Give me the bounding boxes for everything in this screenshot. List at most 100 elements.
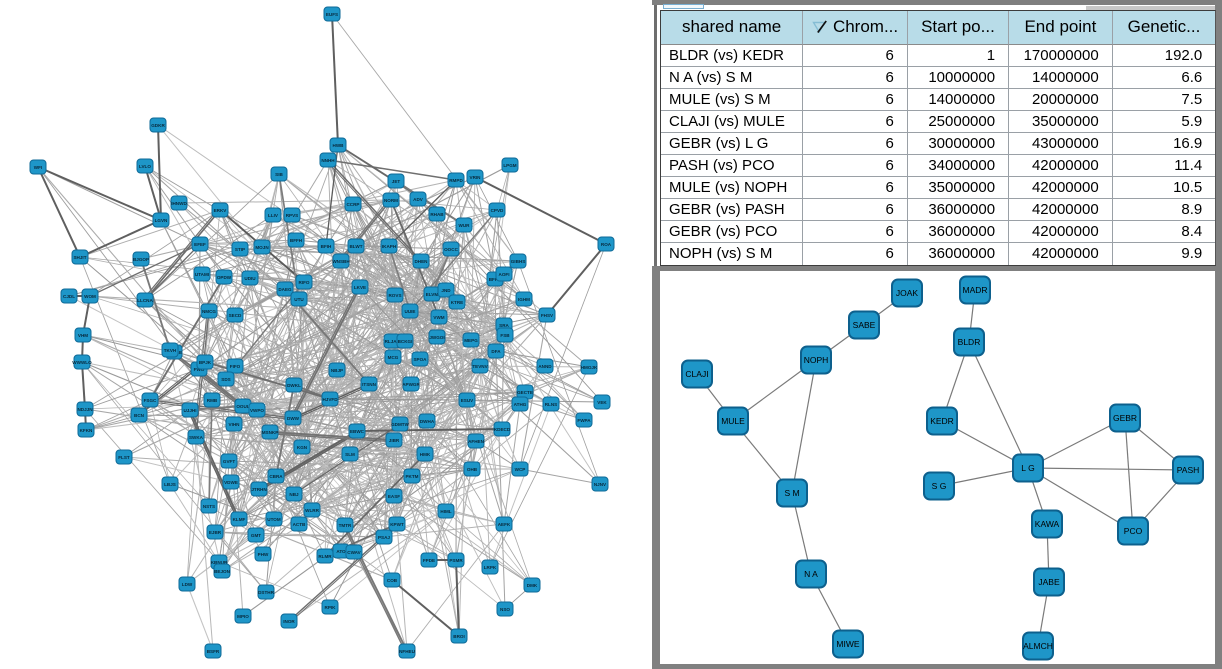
svg-text:BFFH: BFFH [290, 238, 303, 243]
svg-text:MPIO: MPIO [237, 614, 249, 619]
svg-text:RPVS: RPVS [286, 213, 299, 218]
svg-text:VRIN: VRIN [470, 175, 482, 180]
svg-text:ACTB: ACTB [293, 522, 306, 527]
svg-text:KEDR: KEDR [930, 416, 954, 426]
svg-text:CJDL: CJDL [63, 294, 75, 299]
svg-text:PSAJ: PSAJ [378, 535, 390, 540]
svg-text:SPOA: SPOA [413, 357, 427, 362]
svg-text:BEJON: BEJON [214, 569, 231, 574]
svg-text:TEVNV: TEVNV [472, 364, 488, 369]
svg-text:CCRP: CCRP [346, 202, 359, 207]
svg-text:HJVFD: HJVFD [322, 397, 338, 402]
svg-text:AOFI: AOFI [499, 272, 510, 277]
svg-text:SABE: SABE [853, 320, 876, 330]
svg-text:WLRR: WLRR [305, 508, 319, 513]
svg-text:S G: S G [932, 481, 947, 491]
svg-text:BFPB: BFPB [489, 277, 502, 282]
svg-text:LPGM: LPGM [503, 163, 516, 168]
svg-text:KLMF: KLMF [233, 517, 246, 522]
svg-text:SECD: SECD [229, 313, 242, 318]
svg-text:MCG: MCG [388, 355, 399, 360]
svg-text:JND: JND [441, 288, 451, 293]
svg-text:DHEN: DHEN [414, 259, 428, 264]
svg-text:FSGC: FSGC [144, 398, 157, 403]
svg-text:FHSV: FHSV [541, 313, 554, 318]
svg-text:INOR: INOR [283, 619, 295, 624]
svg-text:SHJIT: SHJIT [73, 255, 86, 260]
svg-text:MADR: MADR [962, 285, 987, 295]
svg-text:MULE: MULE [721, 416, 745, 426]
svg-text:NSTS: NSTS [203, 504, 215, 509]
svg-text:DFA: DFA [491, 349, 501, 354]
svg-text:LGVN: LGVN [155, 218, 168, 223]
svg-text:ITSNN: ITSNN [362, 382, 376, 387]
svg-text:UJJHI: UJJHI [183, 408, 196, 413]
svg-text:NORM: NORM [384, 198, 398, 203]
svg-text:JWGOI: JWGOI [429, 335, 444, 340]
svg-text:SIB: SIB [275, 172, 283, 177]
svg-text:BLDR: BLDR [958, 337, 981, 347]
svg-text:SRA: SRA [499, 323, 509, 328]
svg-text:VWPO: VWPO [250, 408, 264, 413]
svg-text:HMK: HMK [420, 452, 431, 457]
svg-text:VHM: VHM [78, 333, 88, 338]
svg-text:IKAPH: IKAPH [382, 244, 397, 249]
svg-text:LDW: LDW [182, 582, 193, 587]
svg-text:PSMR: PSMR [449, 558, 463, 563]
svg-text:MIWE: MIWE [836, 639, 859, 649]
svg-text:GECTE: GECTE [517, 390, 533, 395]
svg-text:WNSBH: WNSBH [332, 259, 350, 264]
svg-text:RLNS: RLNS [545, 402, 558, 407]
svg-text:MOJN: MOJN [255, 245, 269, 250]
svg-text:GVFT: GVFT [223, 459, 235, 464]
svg-text:DWHA: DWHA [420, 419, 435, 424]
svg-text:DWW: DWW [287, 416, 300, 421]
svg-text:IHNWD: IHNWD [171, 201, 187, 206]
svg-text:ATO: ATO [336, 549, 346, 554]
svg-text:UTAMI: UTAMI [195, 272, 209, 277]
svg-text:VWM: VWM [433, 315, 444, 320]
svg-text:BJGOP: BJGOP [133, 257, 149, 262]
svg-text:KPWT: KPWT [390, 522, 404, 527]
svg-text:ROA: ROA [601, 242, 612, 247]
svg-text:KDECD: KDECD [494, 427, 511, 432]
svg-text:WFI: WFI [34, 165, 42, 170]
svg-text:BLWT: BLWT [349, 244, 362, 249]
svg-text:TMTR: TMTR [339, 523, 352, 528]
svg-text:SWKA: SWKA [189, 435, 204, 440]
svg-text:L G: L G [1021, 463, 1034, 473]
svg-text:KFKN: KFKN [80, 428, 93, 433]
svg-text:HMOJK: HMOJK [581, 365, 598, 370]
svg-text:FIFO: FIFO [230, 364, 241, 369]
svg-text:AEFK: AEFK [498, 522, 511, 527]
svg-text:RMB: RMB [207, 398, 218, 403]
svg-text:NMCG: NMCG [202, 309, 216, 314]
svg-text:FLST: FLST [118, 455, 130, 460]
svg-text:OOUL: OOUL [236, 404, 249, 409]
svg-text:EUFS: EUFS [326, 12, 338, 17]
svg-text:UTOM: UTOM [267, 517, 281, 522]
svg-text:GDMTW: GDMTW [391, 422, 410, 427]
svg-text:NBJP: NBJP [331, 368, 343, 373]
svg-text:NBJ: NBJ [289, 492, 299, 497]
svg-text:ANND: ANND [538, 364, 552, 369]
svg-text:WWWLO: WWWLO [72, 360, 92, 365]
svg-text:RPIK: RPIK [325, 605, 337, 610]
svg-text:GDKR: GDKR [151, 123, 165, 128]
svg-text:BCN: BCN [134, 413, 145, 418]
svg-text:PASH: PASH [1177, 465, 1200, 475]
svg-text:FPDE: FPDE [423, 558, 435, 563]
svg-text:LRPK: LRPK [484, 565, 497, 570]
svg-text:RHAB: RHAB [430, 212, 444, 217]
svg-text:VIHN: VIHN [229, 422, 241, 427]
svg-text:ESUV: ESUV [461, 398, 474, 403]
svg-text:BPJK: BPJK [199, 360, 212, 365]
svg-text:CLAJI: CLAJI [685, 369, 708, 379]
svg-text:PKTM: PKTM [405, 474, 418, 479]
svg-text:UTU: UTU [294, 297, 304, 302]
svg-text:GMT: GMT [251, 533, 261, 538]
svg-text:ALMCH: ALMCH [1023, 641, 1053, 651]
svg-text:RLJAF: RLJAF [385, 339, 400, 344]
svg-text:BSFR: BSFR [207, 649, 220, 654]
svg-text:TKVH: TKVH [164, 348, 177, 353]
